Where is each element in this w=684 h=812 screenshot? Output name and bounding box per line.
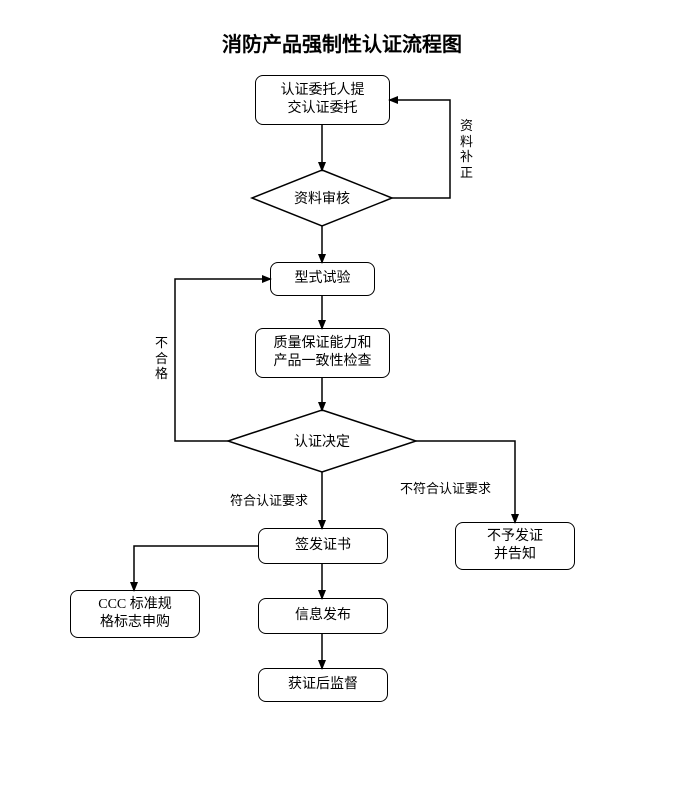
node-nocert-label: 不予发证并告知 [487,528,543,564]
node-review-label: 资料审核 [252,170,392,226]
node-issue-label: 签发证书 [295,537,351,555]
edge-label: 不合格 [155,335,168,382]
node-post: 获证后监督 [258,668,388,702]
node-review: 资料审核 [252,170,392,226]
edge-label: 资料补正 [460,118,473,180]
node-decide-label: 认证决定 [228,410,416,472]
node-qa-label: 质量保证能力和产品一致性检查 [274,335,372,371]
node-qa: 质量保证能力和产品一致性检查 [255,328,390,378]
edge-label: 符合认证要求 [230,490,308,509]
node-issue: 签发证书 [258,528,388,564]
node-publish-label: 信息发布 [295,607,351,625]
node-typetest-label: 型式试验 [295,270,351,288]
node-typetest: 型式试验 [270,262,375,296]
node-publish: 信息发布 [258,598,388,634]
edge-label: 不符合认证要求 [400,478,491,497]
node-submit-label: 认证委托人提交认证委托 [281,82,365,118]
node-decide: 认证决定 [228,410,416,472]
node-ccc-label: CCC 标准规格标志申购 [98,596,172,632]
node-post-label: 获证后监督 [288,676,358,694]
node-submit: 认证委托人提交认证委托 [255,75,390,125]
node-ccc: CCC 标准规格标志申购 [70,590,200,638]
page-title: 消防产品强制性认证流程图 [0,28,684,57]
node-nocert: 不予发证并告知 [455,522,575,570]
